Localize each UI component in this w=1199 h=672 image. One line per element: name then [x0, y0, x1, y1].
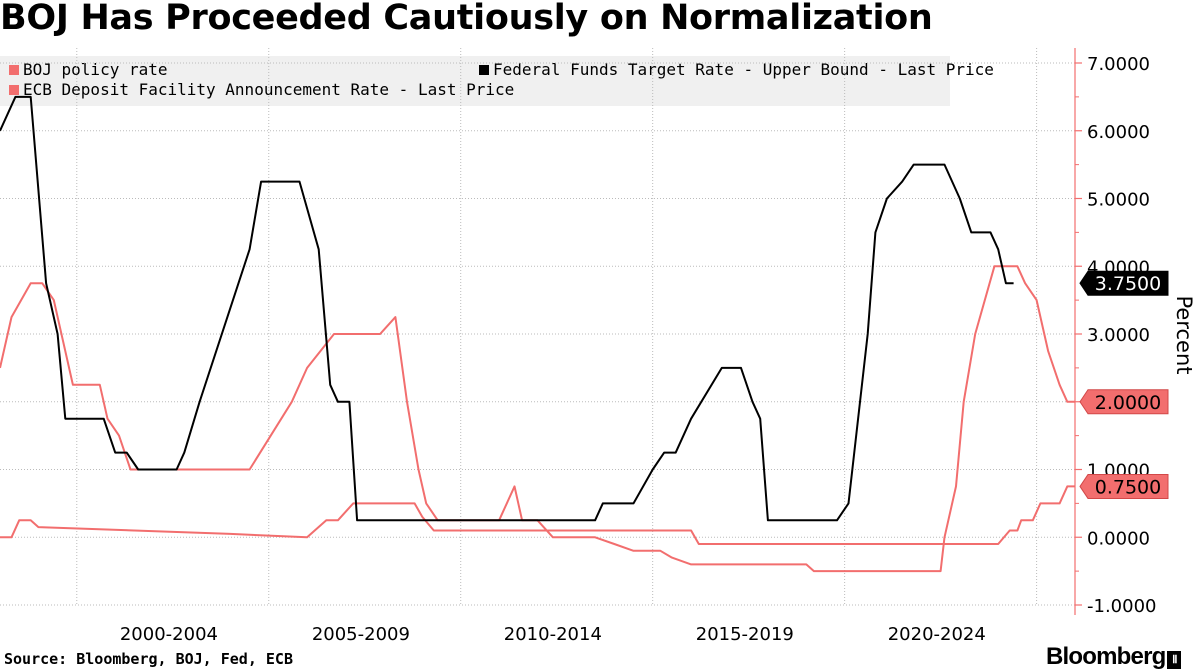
legend-label-boj: BOJ policy rate [23, 60, 168, 79]
series-line-fed [0, 95, 1014, 522]
y-tick-label: 5.0000 [1087, 190, 1150, 211]
y-tick-label: 0.0000 [1087, 528, 1150, 549]
legend-label-ecb: ECB Deposit Facility Announcement Rate -… [23, 80, 515, 99]
x-tick-label: 2000-2004 [120, 624, 218, 645]
x-tick-label: 2005-2009 [312, 624, 410, 645]
legend-item-fed: Federal Funds Target Rate - Upper Bound … [479, 60, 994, 80]
y-axis-title: Percent [1172, 295, 1196, 374]
legend-item-boj: BOJ policy rate [9, 60, 168, 80]
chart-title: BOJ Has Proceeded Cautiously on Normaliz… [0, 0, 933, 38]
last-value-label-ecb: 2.0000 [1095, 392, 1161, 414]
legend-swatch-boj [9, 65, 19, 75]
bloomberg-wordmark: Bloomberg [1046, 643, 1166, 670]
last-value-label-fed: 3.7500 [1095, 273, 1161, 295]
legend-swatch-fed [479, 65, 489, 75]
y-tick-label: 7.0000 [1087, 54, 1150, 75]
legend-label-fed: Federal Funds Target Rate - Upper Bound … [493, 60, 994, 79]
x-tick-label: 2020-2024 [888, 624, 986, 645]
bloomberg-mark-icon: Ⅱ [1167, 651, 1182, 669]
x-tick-label: 2015-2019 [696, 624, 794, 645]
last-value-tag-fed [1079, 270, 1169, 296]
y-tick-label: -1.0000 [1087, 596, 1156, 617]
y-tick-label: 6.0000 [1087, 122, 1150, 143]
series-line-ecb [0, 265, 1075, 573]
legend-swatch-ecb [9, 85, 19, 95]
legend-item-ecb: ECB Deposit Facility Announcement Rate -… [9, 80, 514, 100]
bloomberg-logo: Bloomberg Ⅱ [1046, 643, 1182, 671]
x-tick-label: 2010-2014 [504, 624, 602, 645]
source-note: Source: Bloomberg, BOJ, Fed, ECB [4, 650, 293, 668]
y-tick-label: 3.0000 [1087, 325, 1150, 346]
last-value-label-boj: 0.7500 [1095, 476, 1161, 498]
legend [0, 56, 950, 106]
last-value-tag-ecb [1079, 389, 1169, 415]
series-line-boj [0, 485, 1075, 545]
last-value-tag-boj [1079, 473, 1169, 499]
